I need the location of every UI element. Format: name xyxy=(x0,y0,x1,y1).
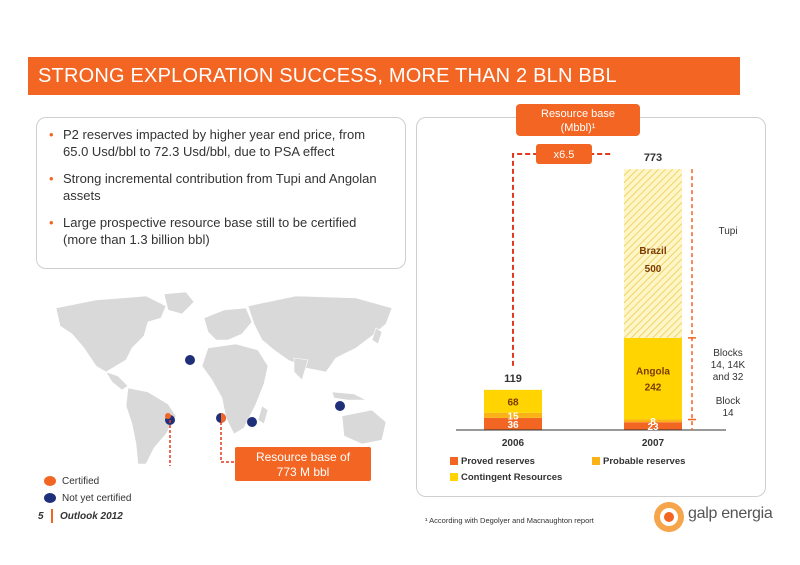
not-certified-legend-dot xyxy=(44,493,56,503)
bar-segment xyxy=(484,412,542,418)
not-certified-dot xyxy=(247,417,257,427)
australia-shape xyxy=(341,409,387,445)
certified-dot xyxy=(165,413,171,419)
bullet-item: Strong incremental contribution from Tup… xyxy=(47,170,393,204)
footer-title: Outlook 2012 xyxy=(60,511,123,522)
bullet-item: P2 reserves impacted by higher year end … xyxy=(47,126,393,160)
not-certified-legend-label: Not yet certified xyxy=(62,493,132,504)
annotation-tupi: Tupi xyxy=(718,226,737,237)
legend-swatch xyxy=(450,457,458,465)
certified-legend-label: Certified xyxy=(62,476,100,487)
map-callout: Resource base of 773 M bbl xyxy=(235,447,371,481)
multiplier-box xyxy=(536,144,592,164)
map-callout-line1: Resource base of xyxy=(255,450,351,464)
bullet-item: Large prospective resource base still to… xyxy=(47,214,393,248)
logo-text: galp energia xyxy=(688,505,773,522)
central-america-shape xyxy=(105,371,129,391)
map-callout-line2: 773 M bbl xyxy=(276,465,330,479)
footnote: ¹ According with Degolyer and Macnaughto… xyxy=(425,516,594,525)
chart-title: Resource base xyxy=(541,108,615,120)
japan-shape xyxy=(371,327,383,345)
indonesia-shape xyxy=(331,391,367,401)
not-certified-dot xyxy=(185,355,195,365)
data-label: 500 xyxy=(645,264,662,275)
legend-label: Probable reserves xyxy=(603,456,685,467)
bar-segment xyxy=(624,419,682,423)
segment-label: Brazil xyxy=(639,246,666,257)
madagascar-shape xyxy=(257,405,269,425)
bar-segment xyxy=(624,422,682,430)
segment-label: Angola xyxy=(636,367,670,378)
africa-shape xyxy=(201,343,269,435)
bullets-panel: P2 reserves impacted by higher year end … xyxy=(36,117,406,269)
data-label: 36 xyxy=(507,420,519,431)
certified-dot xyxy=(221,413,226,423)
chart-title: (Mbbl)¹ xyxy=(561,122,596,134)
chart-title-box xyxy=(516,104,640,136)
certified-legend-dot xyxy=(44,476,56,486)
legend-label: Proved reserves xyxy=(461,456,535,467)
legend-swatch xyxy=(592,457,600,465)
category-label: 2006 xyxy=(502,438,525,449)
greenland-shape xyxy=(163,291,195,315)
data-label: 242 xyxy=(645,383,662,394)
category-label: 2007 xyxy=(642,438,665,449)
north-america-shape xyxy=(55,295,167,373)
galp-logo-icon xyxy=(654,502,684,532)
world-map xyxy=(55,291,393,466)
bar-segment xyxy=(624,169,682,338)
data-label: 68 xyxy=(507,397,519,408)
not-certified-dot xyxy=(335,401,345,411)
south-america-shape xyxy=(125,387,177,465)
annotation-block14: Block 14 xyxy=(716,396,741,419)
multiplier-label: x6.5 xyxy=(554,149,575,161)
asia-shape xyxy=(247,295,393,373)
footer-separator xyxy=(51,509,53,523)
bar-segment xyxy=(624,337,682,420)
data-label: 15 xyxy=(507,411,519,422)
bar-segment xyxy=(484,417,542,430)
total-label: 119 xyxy=(504,373,522,385)
footer-page-number: 5 xyxy=(38,511,44,522)
data-label: 23 xyxy=(647,422,659,433)
legend-label: Contingent Resources xyxy=(461,472,562,483)
india-shape xyxy=(293,357,309,381)
europe-shape xyxy=(203,307,253,341)
annotation-blocks: Blocks 14, 14K and 32 xyxy=(711,348,746,383)
growth-connector xyxy=(512,153,612,366)
page-title: STRONG EXPLORATION SUCCESS, MORE THAN 2 … xyxy=(28,57,740,125)
legend-swatch xyxy=(450,473,458,481)
bar-segment xyxy=(484,389,542,413)
data-label: 8 xyxy=(650,417,656,428)
callout-leader xyxy=(220,422,236,463)
total-label: 773 xyxy=(644,152,662,164)
